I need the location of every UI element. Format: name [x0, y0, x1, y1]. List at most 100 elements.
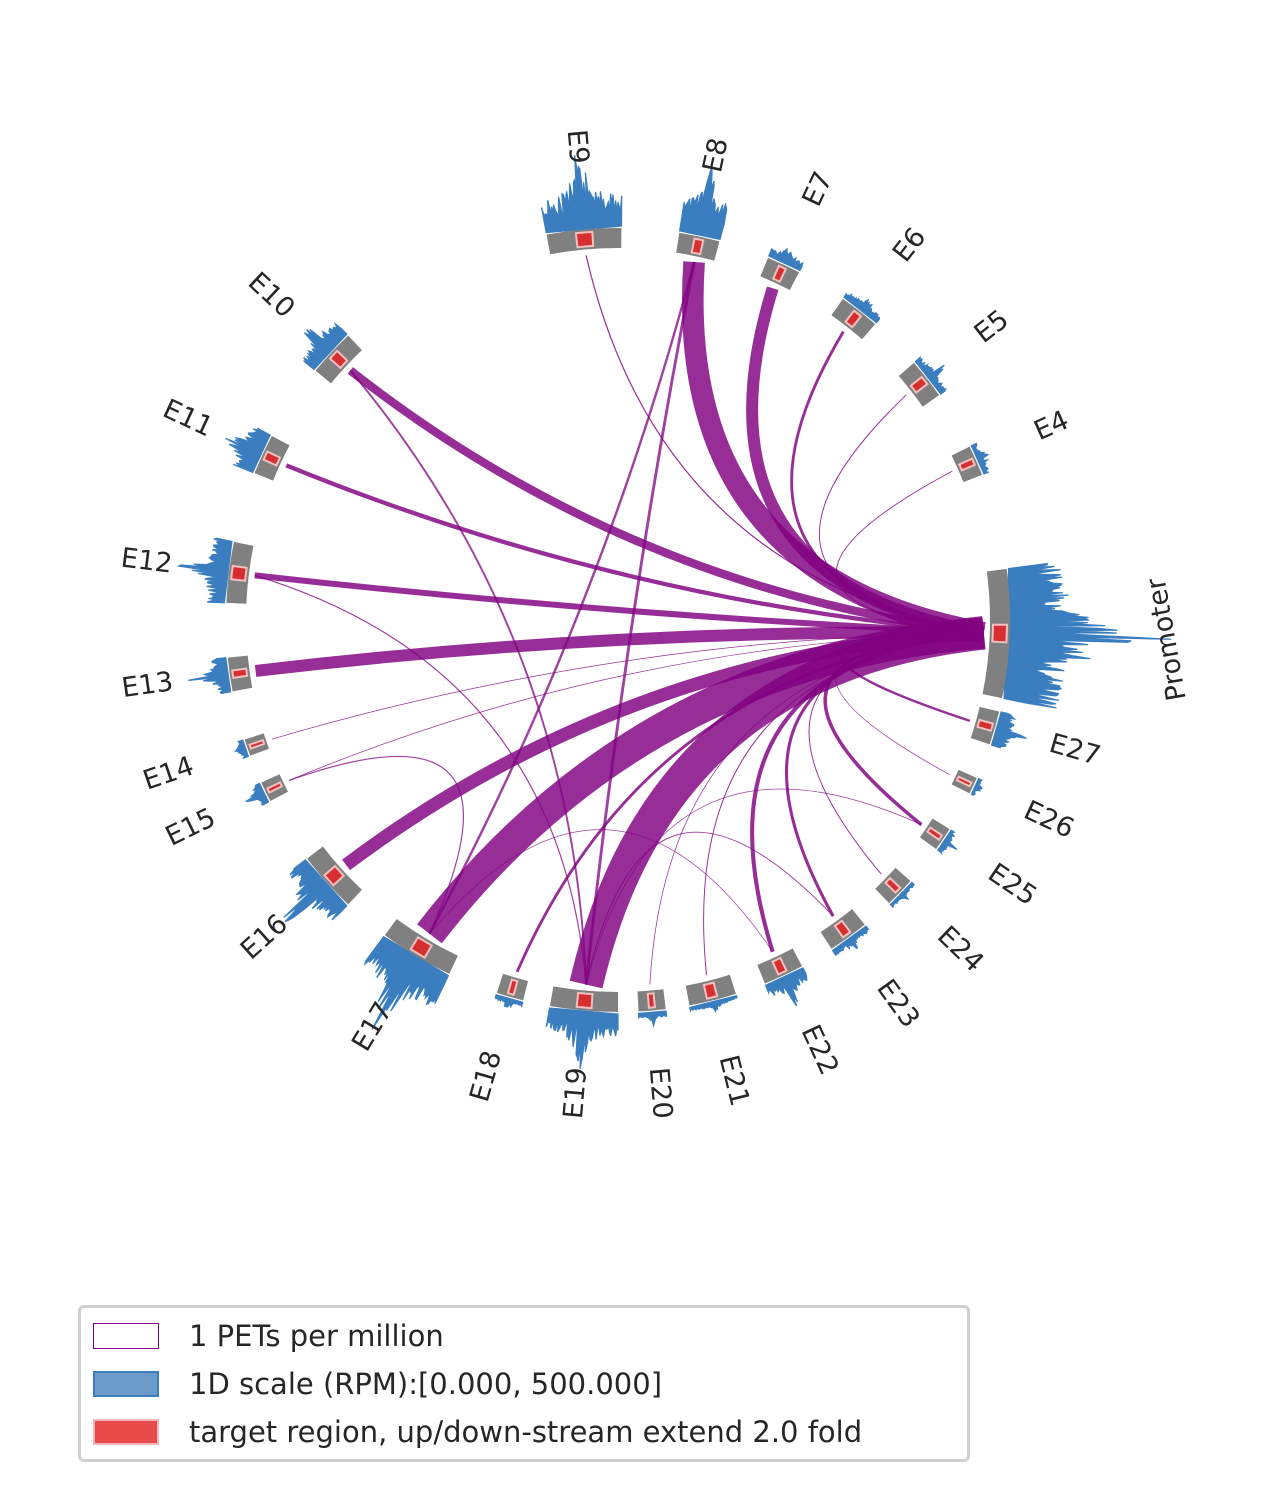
coverage-e4 — [970, 442, 990, 475]
target-e14 — [248, 738, 266, 750]
label-e26: E26 — [1019, 795, 1079, 845]
label-e10: E10 — [242, 266, 301, 324]
coverage-e10 — [303, 322, 348, 371]
target-e10 — [328, 349, 349, 370]
loop-e10 — [347, 367, 985, 637]
target-e27 — [976, 718, 995, 733]
target-e17 — [409, 935, 434, 959]
coverage-e7 — [768, 247, 804, 272]
coverage-e14 — [234, 739, 250, 759]
legend-label: 1D scale (RPM):[0.000, 500.000] — [189, 1367, 663, 1401]
coverage-e5 — [914, 355, 947, 395]
loop-e11 — [285, 463, 984, 635]
label-e12: E12 — [119, 543, 174, 580]
coverage-e11 — [225, 427, 271, 474]
legend-label: 1 PETs per million — [189, 1319, 444, 1353]
target-e12 — [230, 564, 248, 582]
label-e11: E11 — [158, 393, 218, 443]
loop-e13 — [254, 626, 984, 677]
target-swatch — [93, 1419, 159, 1445]
loop-e16 — [342, 626, 985, 871]
secondary-loop — [288, 755, 464, 934]
coverage-e25 — [936, 829, 958, 855]
coverage-e6 — [843, 292, 881, 324]
target-e22 — [771, 956, 788, 976]
label-e5: E5 — [969, 304, 1015, 350]
coverage-e8 — [678, 167, 728, 241]
loop-e4 — [835, 470, 984, 634]
secondary-loop — [585, 831, 834, 985]
coverage-e18 — [494, 993, 524, 1009]
coverage-e9 — [541, 155, 623, 234]
loop-e5 — [818, 394, 984, 634]
secondary-loop — [349, 369, 588, 985]
label-e19: E19 — [558, 1066, 593, 1120]
target-e15 — [266, 781, 284, 794]
label-e8: E8 — [697, 135, 734, 175]
target-e16 — [323, 864, 346, 887]
coverage-track — [176, 155, 1172, 1070]
segment-ring — [226, 228, 1010, 1012]
loop-swatch — [93, 1323, 159, 1349]
label-e23: E23 — [870, 974, 925, 1034]
coverage-e21 — [689, 995, 738, 1014]
label-e9: E9 — [561, 128, 595, 165]
coverage-e12 — [176, 537, 233, 604]
label-e20: E20 — [643, 1066, 678, 1120]
legend-label: target region, up/down-stream extend 2.0… — [189, 1415, 863, 1449]
target-e8 — [690, 237, 705, 256]
label-e27: E27 — [1046, 728, 1104, 772]
loop-e7 — [746, 286, 985, 639]
target-e4 — [957, 457, 977, 472]
target-e18 — [506, 978, 519, 996]
target-e5 — [909, 375, 929, 394]
loop-e12 — [254, 572, 984, 636]
coverage-e27 — [990, 711, 1027, 749]
coverage-e24 — [889, 881, 915, 909]
label-e4: E4 — [1030, 405, 1074, 447]
label-e15: E15 — [161, 802, 221, 852]
target-e21 — [702, 981, 719, 1000]
coverage-e13 — [188, 657, 232, 695]
chord-diagram: PromoterE27E26E25E24E23E22E21E20E19E18E1… — [119, 128, 1193, 1120]
secondary-loop — [429, 829, 773, 952]
coverage-swatch — [93, 1371, 159, 1397]
legend-item-coverage: 1D scale (RPM):[0.000, 500.000] — [93, 1364, 662, 1404]
secondary-loop — [585, 788, 922, 985]
label-e24: E24 — [931, 920, 990, 978]
target-e9 — [574, 230, 595, 249]
target-e23 — [833, 919, 852, 939]
secondary-loop — [584, 261, 696, 985]
legend-item-target: target region, up/down-stream extend 2.0… — [93, 1412, 862, 1452]
target-e20 — [646, 992, 656, 1009]
target-e11 — [262, 450, 282, 467]
loop-e9 — [585, 255, 984, 634]
target-e13 — [231, 667, 249, 679]
target-e6 — [844, 309, 863, 329]
coverage-e20 — [637, 1010, 668, 1029]
coverage-promoter — [1003, 562, 1172, 709]
coverage-e22 — [764, 967, 808, 1007]
label-e6: E6 — [887, 222, 933, 268]
legend: 1 PETs per million 1D scale (RPM):[0.000… — [78, 1305, 970, 1462]
label-e18: E18 — [464, 1047, 508, 1105]
target-e25 — [926, 826, 944, 842]
target-e24 — [884, 876, 902, 895]
loop-arcs — [254, 255, 986, 989]
loop-e6 — [790, 330, 985, 635]
coverage-e15 — [245, 782, 270, 806]
label-e7: E7 — [797, 167, 840, 211]
legend-item-loops: 1 PETs per million — [93, 1316, 444, 1356]
target-e26 — [955, 775, 973, 788]
label-e21: E21 — [713, 1052, 756, 1109]
label-e25: E25 — [982, 858, 1042, 912]
secondary-loop — [428, 261, 696, 935]
secondary-loop — [254, 574, 587, 985]
coverage-e17 — [363, 935, 450, 1030]
label-e22: E22 — [795, 1020, 845, 1080]
label-e13: E13 — [120, 666, 175, 704]
target-e19 — [575, 991, 594, 1010]
target-e7 — [771, 264, 788, 284]
coverage-e23 — [831, 925, 870, 956]
coverage-e19 — [545, 1007, 619, 1070]
